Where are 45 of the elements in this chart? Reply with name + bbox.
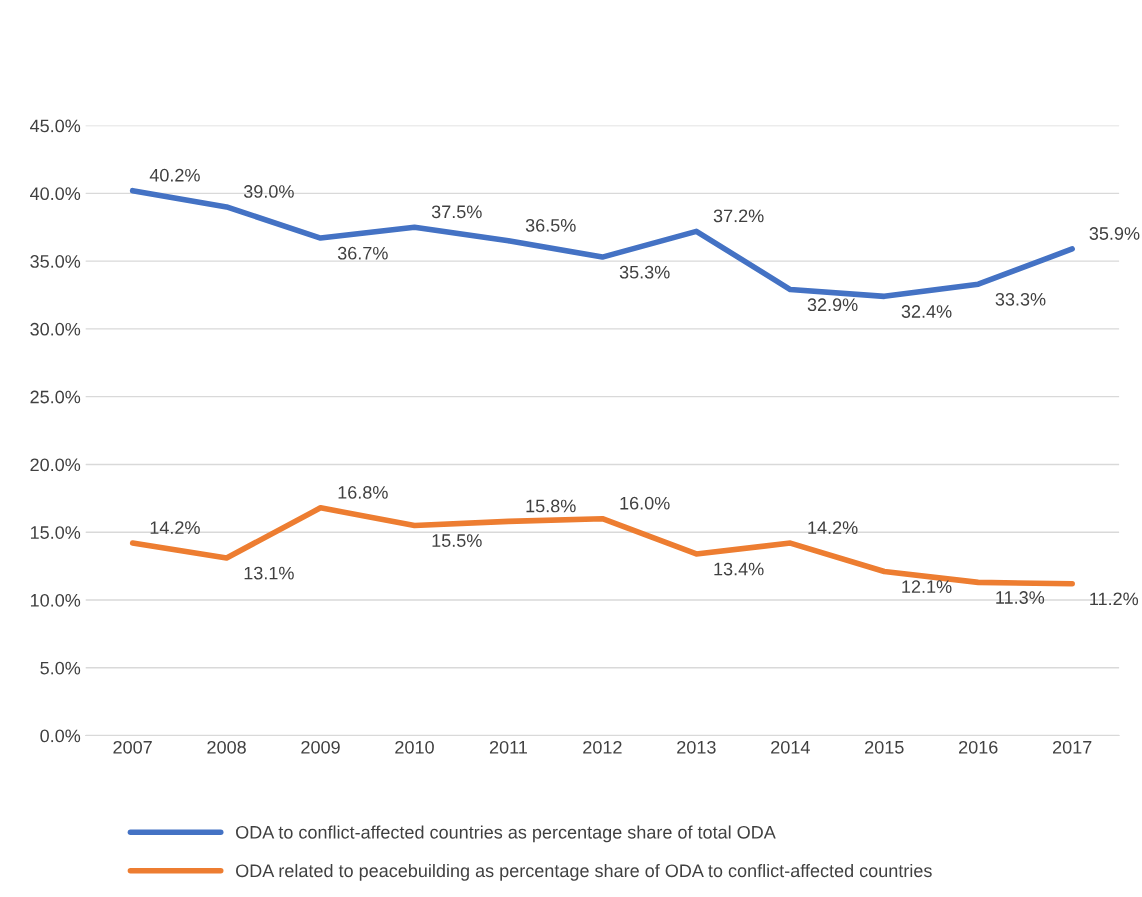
data-label: 14.2%	[150, 521, 200, 534]
data-label: 32.4%	[901, 305, 952, 318]
data-label: 35.9%	[1089, 227, 1140, 240]
y-tick-label: 35.0%	[30, 255, 81, 268]
data-label: 11.2%	[1090, 592, 1139, 606]
y-tick-label: 15.0%	[30, 526, 81, 539]
y-tick-label: 30.0%	[30, 322, 81, 336]
data-label: 36.7%	[337, 246, 388, 260]
data-label: 37.2%	[713, 209, 764, 223]
x-tick-label: 2007	[113, 740, 152, 754]
data-label: 16.8%	[338, 485, 388, 499]
y-tick-label: 25.0%	[30, 390, 81, 404]
data-label: 39.0%	[243, 185, 294, 198]
data-label: 35.3%	[619, 265, 670, 279]
x-tick-label: 2012	[583, 740, 622, 754]
data-label: 32.9%	[807, 298, 858, 312]
x-tick-label: 2016	[959, 740, 998, 754]
y-tick-label: 20.0%	[30, 458, 81, 472]
data-label: 13.4%	[714, 562, 764, 576]
y-tick-label: 5.0%	[40, 661, 81, 675]
x-tick-label: 2013	[677, 740, 716, 754]
x-tick-label: 2014	[771, 740, 810, 754]
legend-label: ODA related to peacebuilding as percentage share of ODA to conflict-affected countries	[236, 863, 932, 881]
data-label: 33.3%	[995, 292, 1046, 306]
x-tick-label: 2008	[207, 740, 246, 754]
data-label: 15.5%	[432, 534, 482, 547]
y-tick-label: 40.0%	[30, 187, 81, 201]
x-tick-label: 2011	[489, 740, 527, 754]
data-label: 11.3%	[996, 591, 1045, 604]
data-label: 13.1%	[244, 566, 294, 580]
data-label: 16.0%	[620, 496, 670, 510]
data-label: 36.5%	[525, 218, 576, 232]
y-tick-label: 10.0%	[30, 593, 81, 607]
data-label: 15.8%	[526, 499, 576, 513]
y-tick-label: 0.0%	[40, 729, 81, 743]
x-tick-label: 2015	[865, 740, 904, 754]
y-tick-label: 45.0%	[30, 119, 81, 133]
legend-label: ODA to conflict-affected countries as percentage share of total ODA	[236, 825, 776, 843]
data-label: 14.2%	[808, 521, 858, 534]
x-tick-label: 2009	[301, 740, 340, 754]
data-label: 12.1%	[902, 580, 952, 593]
x-tick-label: 2010	[395, 740, 434, 754]
data-label: 40.2%	[149, 168, 200, 182]
data-label: 37.5%	[431, 205, 482, 219]
x-tick-label: 2017	[1053, 740, 1092, 754]
